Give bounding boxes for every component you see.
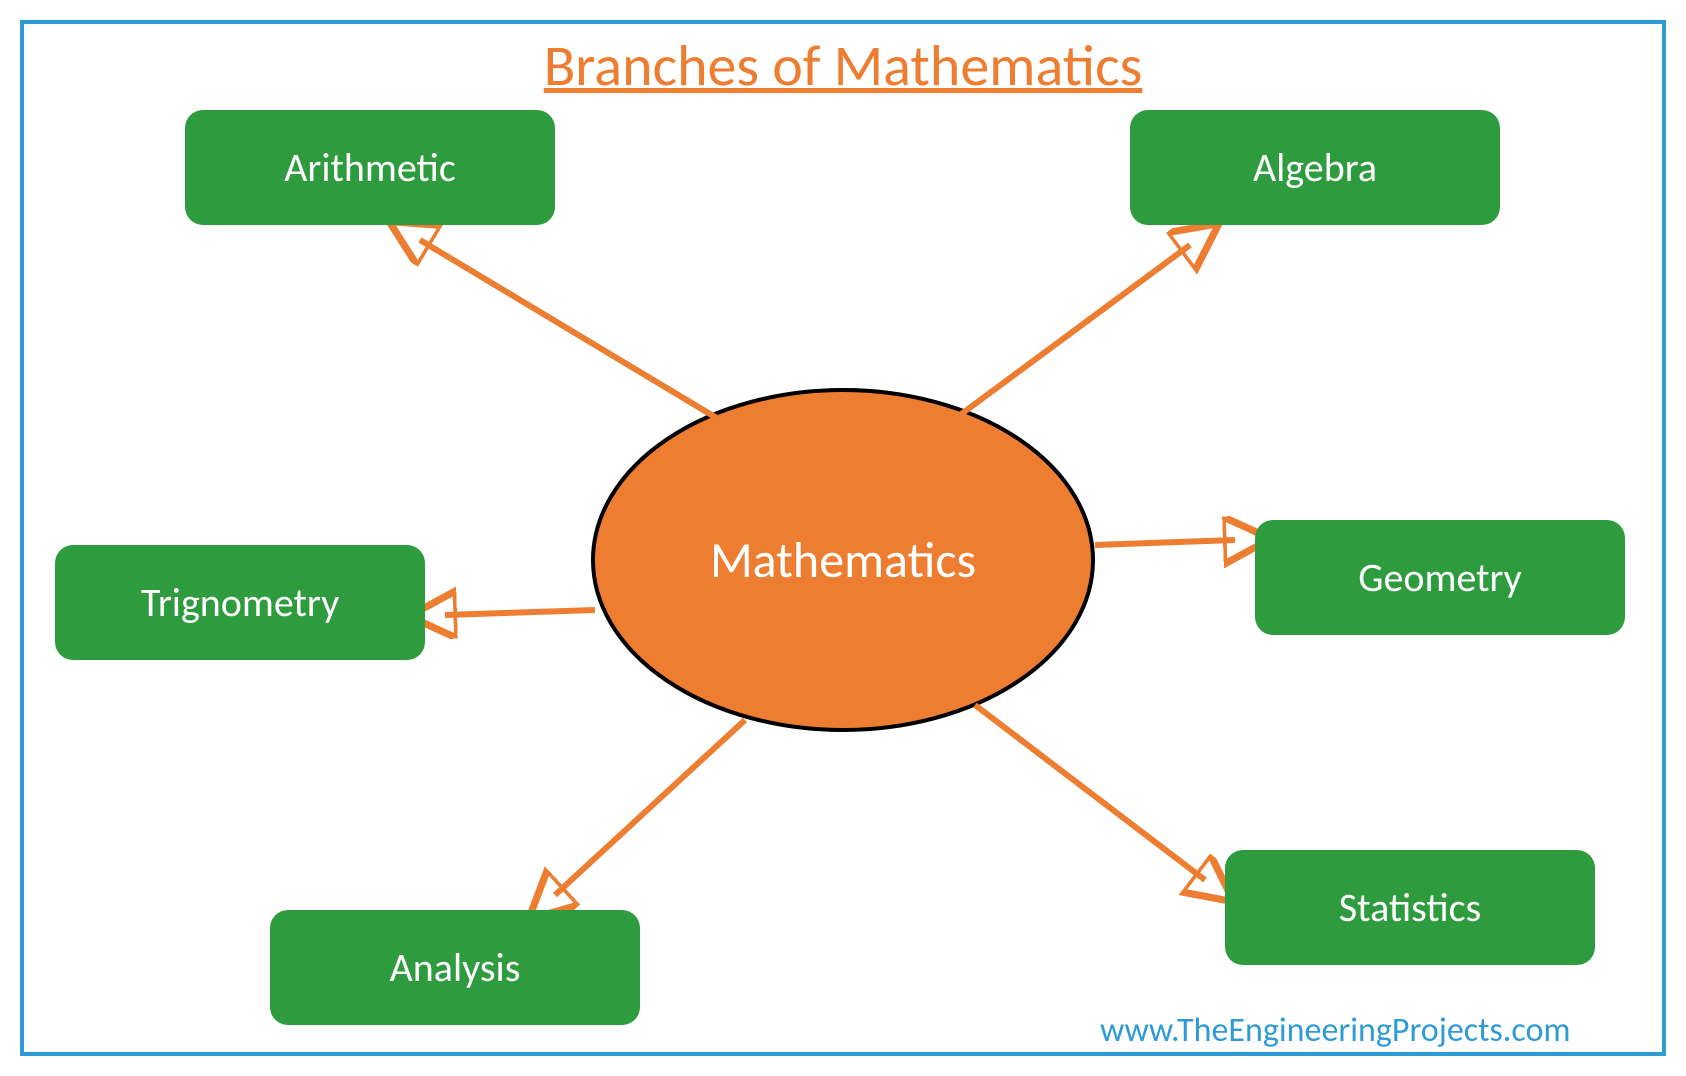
branch-geometry-label: Geometry: [1358, 553, 1522, 602]
arrow-to-trignometry: [445, 610, 595, 615]
branch-statistics: Statistics: [1225, 850, 1595, 965]
branch-arithmetic-label: Arithmetic: [284, 143, 456, 192]
branch-analysis-label: Analysis: [390, 943, 521, 992]
branch-geometry: Geometry: [1255, 520, 1625, 635]
branch-statistics-label: Statistics: [1339, 883, 1481, 932]
arrow-to-geometry: [1095, 540, 1235, 545]
branch-trignometry-label: Trignometry: [141, 578, 339, 627]
arrow-to-analysis: [555, 720, 745, 895]
center-node-label: Mathematics: [710, 530, 976, 591]
branch-trignometry: Trignometry: [55, 545, 425, 660]
branch-algebra: Algebra: [1130, 110, 1500, 225]
arrow-to-statistics: [975, 705, 1205, 880]
branch-arithmetic: Arithmetic: [185, 110, 555, 225]
center-node: Mathematics: [593, 390, 1093, 730]
branch-algebra-label: Algebra: [1253, 143, 1377, 192]
branch-analysis: Analysis: [270, 910, 640, 1025]
footer-attribution: www.TheEngineeringProjects.com: [1100, 1010, 1571, 1051]
